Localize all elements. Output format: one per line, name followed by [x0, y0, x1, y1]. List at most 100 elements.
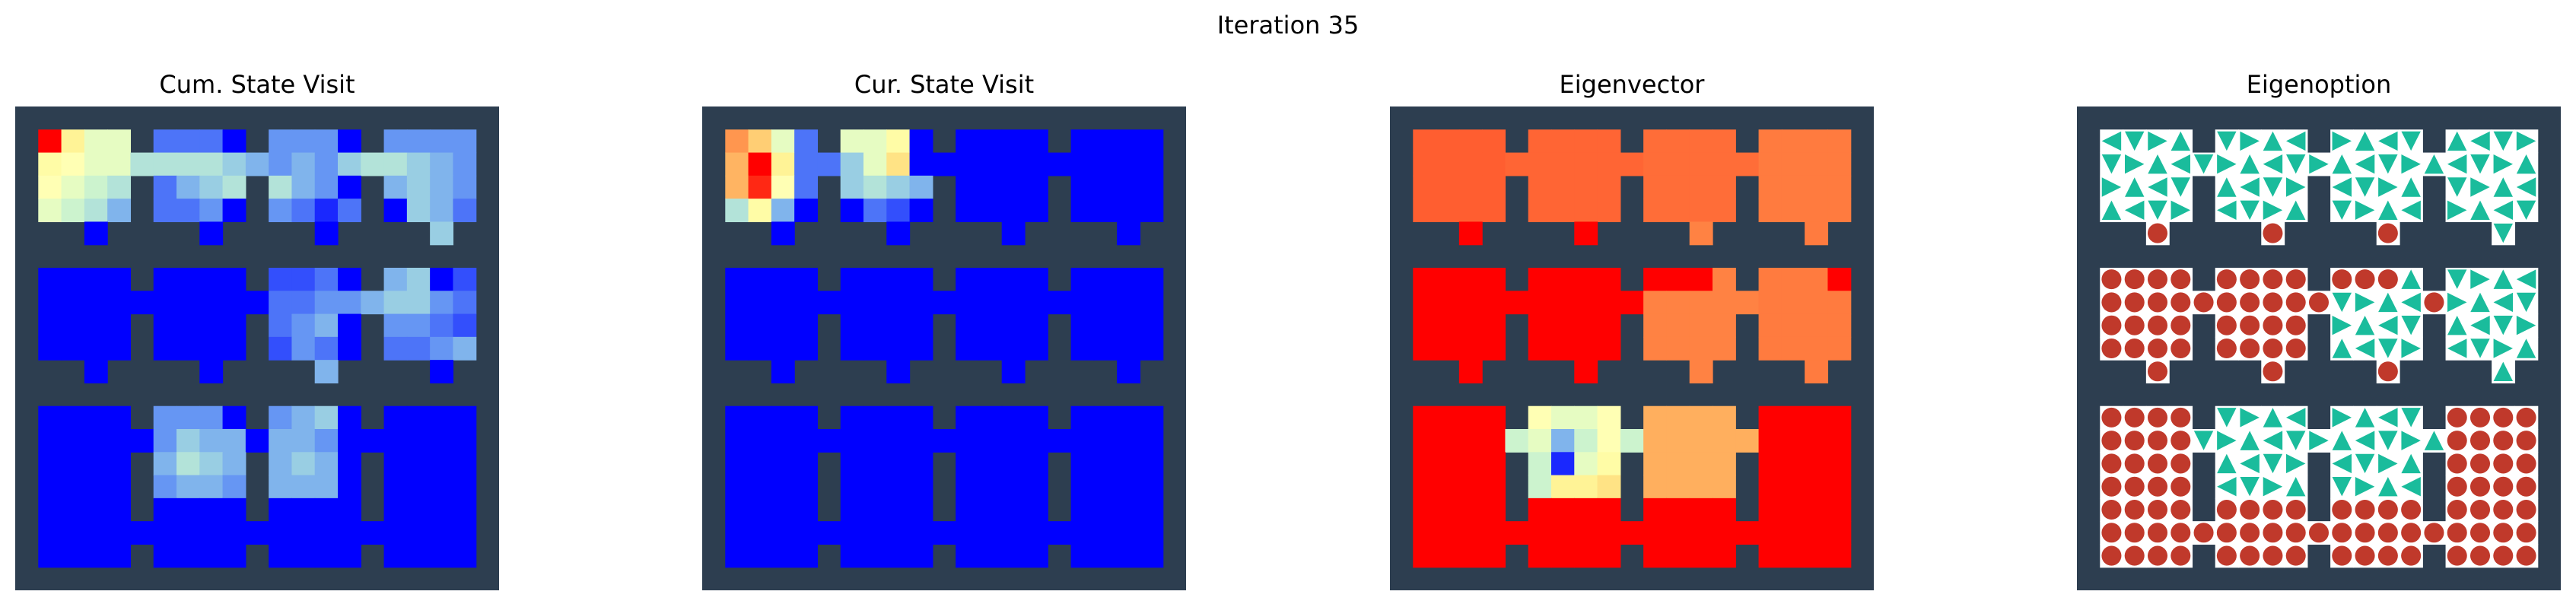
action-arrow-icon: [2171, 177, 2191, 197]
heatmap-cell: [199, 405, 224, 430]
terminate-circle-icon: [2147, 453, 2168, 474]
heatmap-cell: [1001, 291, 1026, 315]
action-arrow-icon: [2332, 292, 2352, 313]
heatmap-cell: [291, 336, 316, 361]
heatmap-cell: [1713, 429, 1736, 453]
heatmap-cell: [38, 268, 62, 291]
terminate-circle-icon: [2424, 523, 2444, 543]
heatmap-cell: [406, 175, 431, 199]
heatmap-cell: [840, 521, 864, 545]
terminate-circle-icon: [2101, 315, 2122, 335]
action-arrow-icon: [2193, 431, 2214, 450]
heatmap-cell: [1713, 544, 1736, 568]
heatmap-cell: [1666, 199, 1690, 223]
action-arrow-icon: [2217, 131, 2237, 151]
heatmap-cell: [1551, 129, 1575, 154]
heatmap-cell: [748, 313, 772, 338]
terminate-circle-icon: [2377, 361, 2398, 382]
heatmap-cell: [1597, 429, 1621, 453]
terminate-circle-icon: [2216, 523, 2237, 543]
heatmap-cell: [406, 429, 431, 453]
heatmap-cell: [291, 498, 316, 522]
heatmap-cell: [771, 498, 795, 522]
heatmap-cell: [1413, 152, 1437, 176]
heatmap-cell: [1689, 291, 1713, 315]
heatmap-cell: [909, 129, 933, 154]
action-arrow-icon: [2401, 476, 2421, 497]
heatmap-cell: [1413, 175, 1437, 199]
heatmap-cell: [153, 498, 177, 522]
heatmap-cell: [771, 199, 795, 223]
heatmap-cell: [38, 152, 62, 176]
terminate-circle-icon: [2493, 431, 2514, 451]
heatmap-cell: [1597, 521, 1621, 545]
action-arrow-icon: [2309, 154, 2329, 174]
heatmap-cell: [153, 175, 177, 199]
heatmap-cell: [817, 521, 841, 545]
terminate-circle-icon: [2332, 499, 2352, 520]
terminate-circle-icon: [2285, 338, 2306, 359]
heatmap-cell: [1597, 175, 1621, 199]
heatmap-cell: [1551, 429, 1575, 453]
terminate-circle-icon: [2308, 523, 2330, 543]
heatmap-cell: [269, 175, 293, 199]
heatmap-cell: [107, 521, 132, 545]
heatmap-cell: [338, 452, 361, 476]
heatmap-cell: [453, 336, 477, 361]
heatmap-cell: [886, 291, 911, 315]
terminate-circle-icon: [2493, 523, 2514, 543]
terminate-circle-icon: [2493, 545, 2514, 566]
heatmap-cell: [1735, 429, 1760, 453]
heatmap-cell: [269, 452, 293, 476]
terminate-circle-icon: [2124, 499, 2145, 520]
heatmap-cell: [1528, 544, 1552, 568]
heatmap-cell: [1713, 199, 1736, 223]
heatmap-cell: [1458, 199, 1483, 223]
heatmap-cell: [978, 175, 1003, 199]
action-arrow-icon: [2263, 476, 2283, 497]
terminate-circle-icon: [2447, 453, 2467, 474]
terminate-circle-icon: [2171, 338, 2191, 359]
heatmap-cell: [1140, 291, 1164, 315]
heatmap-cell: [840, 313, 864, 338]
heatmap-cell: [1505, 429, 1529, 453]
heatmap-cell: [38, 452, 62, 476]
terminate-circle-icon: [2101, 545, 2122, 566]
terminate-circle-icon: [2124, 545, 2145, 566]
heatmap-cell: [107, 336, 132, 361]
action-arrow-icon: [2101, 177, 2122, 197]
terminate-circle-icon: [2355, 523, 2375, 543]
heatmap-cell: [1505, 521, 1529, 545]
heatmap-cell: [1482, 268, 1506, 291]
heatmap-cell: [909, 521, 933, 545]
heatmap-cell: [222, 429, 246, 453]
heatmap-cell: [1805, 268, 1829, 291]
action-arrow-icon: [2285, 408, 2306, 428]
action-arrow-icon: [2263, 408, 2283, 428]
heatmap-cell: [1689, 129, 1713, 154]
heatmap-cell: [338, 475, 361, 499]
action-arrow-icon: [2101, 200, 2122, 221]
terminate-circle-icon: [2493, 453, 2514, 474]
heatmap-cell: [430, 291, 454, 315]
heatmap-cell: [1666, 521, 1690, 545]
terminate-circle-icon: [2469, 407, 2491, 428]
terminate-circle-icon: [2263, 499, 2283, 520]
heatmap-cell: [1643, 521, 1668, 545]
terminate-circle-icon: [2124, 269, 2145, 290]
heatmap-cell: [1458, 221, 1483, 246]
terminate-circle-icon: [2147, 292, 2168, 313]
heatmap-cell: [1643, 544, 1668, 568]
heatmap-cell: [1689, 175, 1713, 199]
heatmap-cell: [291, 452, 316, 476]
heatmap-cell: [956, 429, 980, 453]
heatmap-cell: [863, 175, 887, 199]
heatmap-cell: [314, 268, 339, 291]
heatmap-cell: [61, 152, 85, 176]
terminate-circle-icon: [2171, 476, 2191, 497]
heatmap-cell: [1436, 175, 1460, 199]
heatmap-cell: [245, 429, 269, 453]
panel-title: Eigenvector: [1560, 70, 1706, 99]
heatmap-cell: [1643, 152, 1668, 176]
heatmap-cell: [199, 475, 224, 499]
